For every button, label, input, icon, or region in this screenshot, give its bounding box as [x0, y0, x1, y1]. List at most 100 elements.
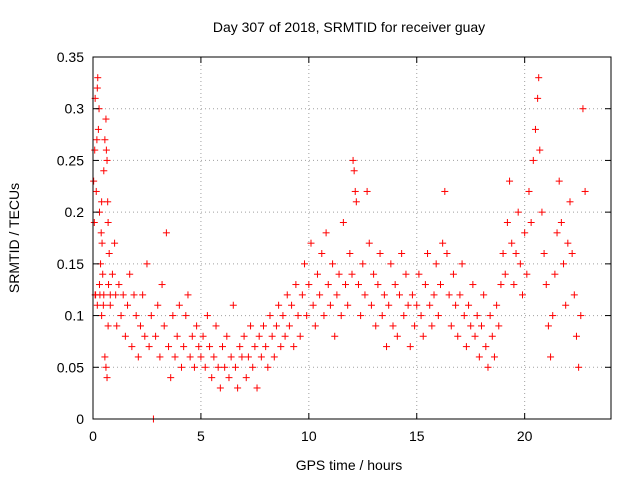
data-point [352, 198, 360, 206]
data-point [98, 198, 106, 206]
data-point [430, 291, 438, 299]
data-point [408, 291, 416, 299]
data-point [130, 291, 138, 299]
data-point [570, 291, 578, 299]
data-point [94, 74, 102, 82]
data-point [177, 363, 185, 371]
plot-frame [92, 56, 612, 420]
data-point [443, 250, 451, 258]
data-point [132, 312, 140, 320]
data-point [97, 229, 105, 237]
ticks-layer [92, 56, 611, 420]
data-point [105, 250, 113, 258]
x-axis-label: GPS time / hours [296, 457, 403, 473]
data-point [117, 312, 125, 320]
data-point [143, 260, 151, 268]
data-point [234, 384, 242, 392]
data-point [339, 218, 347, 226]
data-point [257, 353, 265, 361]
data-point [251, 343, 259, 351]
data-point [523, 270, 531, 278]
data-point [253, 384, 261, 392]
data-point [320, 312, 328, 320]
data-point [508, 239, 516, 247]
x-tick-label: 15 [409, 428, 425, 444]
data-point [292, 281, 300, 289]
data-point [337, 312, 345, 320]
data-point [225, 374, 233, 382]
data-point [575, 363, 583, 371]
data-point [460, 312, 468, 320]
data-point [413, 301, 421, 309]
data-point [288, 301, 296, 309]
data-point [193, 322, 201, 330]
data-point [402, 270, 410, 278]
data-point [535, 74, 543, 82]
data-point [484, 363, 492, 371]
data-point [572, 332, 580, 340]
data-point [383, 343, 391, 351]
data-point [262, 343, 270, 351]
data-point [385, 301, 393, 309]
data-point [303, 312, 311, 320]
data-point [108, 270, 116, 278]
y-tick-label: 0.1 [65, 308, 85, 324]
data-point [90, 218, 98, 226]
data-point [380, 291, 388, 299]
data-point [365, 239, 373, 247]
data-point [400, 312, 408, 320]
data-point [124, 301, 132, 309]
data-point [568, 250, 576, 258]
data-point [119, 291, 127, 299]
data-point [190, 363, 198, 371]
data-point [231, 363, 239, 371]
data-point [324, 281, 332, 289]
data-point [307, 239, 315, 247]
data-point [471, 332, 479, 340]
data-point [128, 343, 136, 351]
data-point [102, 146, 110, 154]
data-point [99, 270, 107, 278]
data-point [560, 260, 568, 268]
data-point [454, 332, 462, 340]
data-point [95, 281, 103, 289]
data-point [555, 177, 563, 185]
data-point [510, 281, 518, 289]
data-point [557, 218, 565, 226]
data-point [283, 291, 291, 299]
y-tick-label: 0 [76, 411, 84, 427]
data-point [236, 343, 244, 351]
data-point [249, 363, 257, 371]
data-point [180, 343, 188, 351]
data-point [349, 156, 357, 164]
data-point [514, 208, 522, 216]
data-point [318, 250, 326, 258]
data-point [121, 332, 129, 340]
data-point [350, 167, 358, 175]
data-point [462, 343, 470, 351]
data-point [581, 187, 589, 195]
x-tick-label: 20 [517, 428, 533, 444]
data-point [208, 374, 216, 382]
x-tick-label: 0 [89, 428, 97, 444]
y-axis-label: SRMTID / TECUs [6, 183, 22, 293]
data-point [344, 301, 352, 309]
data-point [432, 260, 440, 268]
data-point [331, 332, 339, 340]
data-point [333, 291, 341, 299]
data-point [540, 250, 548, 258]
data-point [439, 239, 447, 247]
data-point [182, 312, 190, 320]
data-point [329, 260, 337, 268]
data-point [529, 156, 537, 164]
data-point [458, 260, 466, 268]
data-point [90, 177, 98, 185]
data-point [519, 291, 527, 299]
data-point [525, 187, 533, 195]
data-point [499, 250, 507, 258]
data-point [478, 322, 485, 330]
data-point [516, 260, 524, 268]
data-point [93, 84, 101, 92]
data-point [456, 291, 464, 299]
data-point [421, 281, 429, 289]
